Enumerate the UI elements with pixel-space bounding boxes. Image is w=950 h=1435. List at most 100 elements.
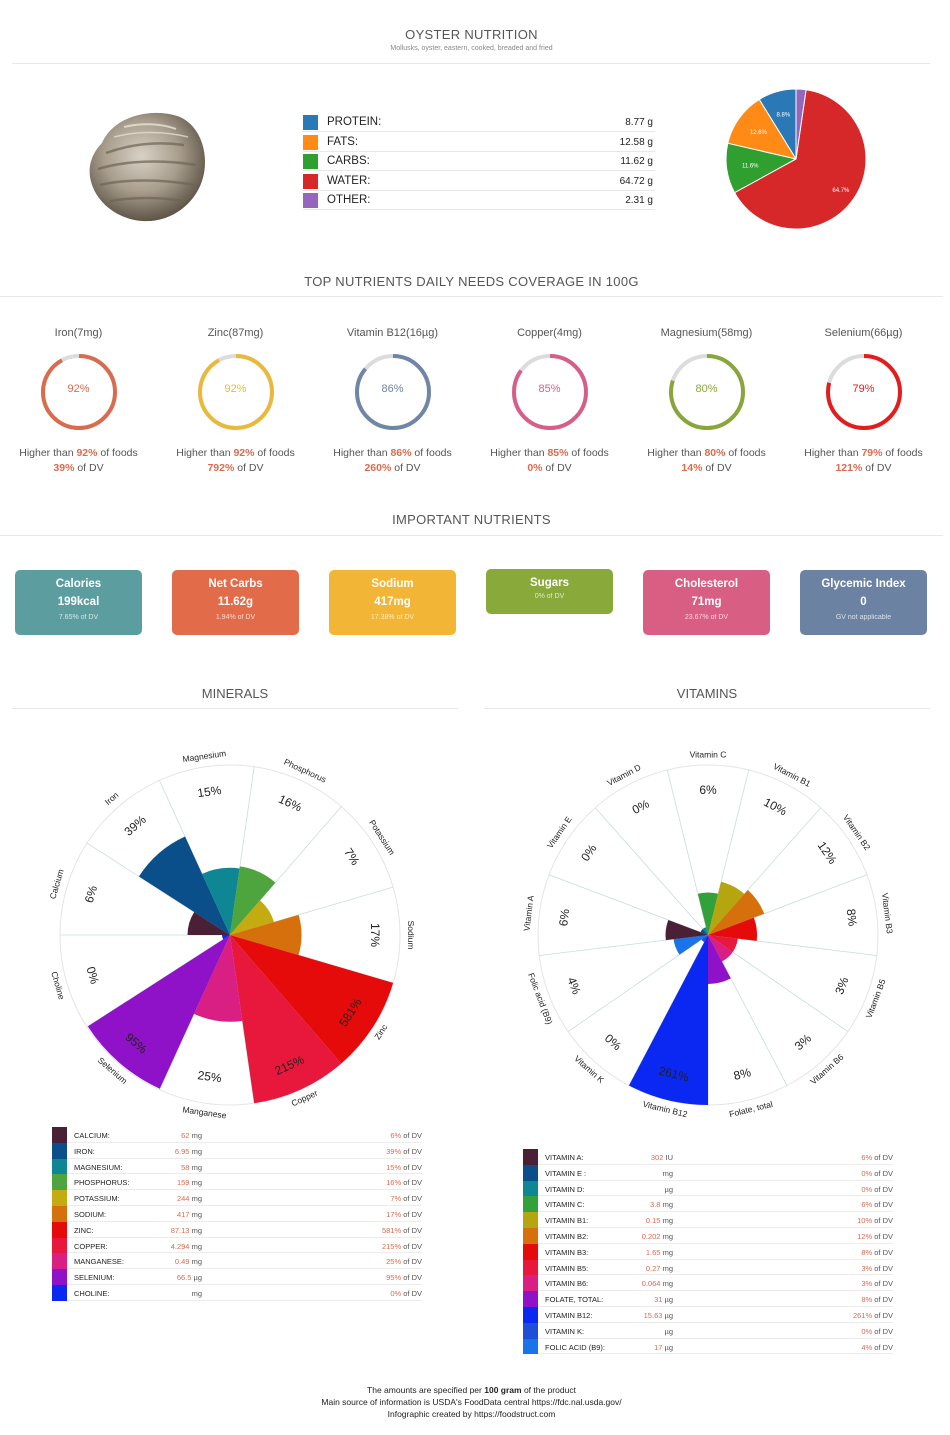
dv-value: 16% [386, 1178, 402, 1188]
higher-than-suffix: of foods [254, 447, 295, 459]
polar-category-label: Sodium [406, 921, 416, 950]
row-amount: 31 µg [654, 1295, 673, 1304]
ring-gauge [511, 354, 588, 430]
polar-slice-copper [230, 935, 342, 1104]
row-dv: 17% of DV [386, 1210, 422, 1219]
row-amount: 62 mg [181, 1131, 202, 1140]
polar-percent-label: 25% [197, 1068, 223, 1085]
amount-value: 17 [654, 1342, 663, 1352]
nutrient-card: Cholesterol 71mg 23.67% of DV [643, 570, 770, 635]
row-swatch [52, 1158, 67, 1175]
row-dv: 8% of DV [861, 1248, 893, 1257]
macro-row: OTHER: 2.31 g [303, 193, 655, 210]
pie-slice-water [733, 89, 867, 230]
dv-suffix: of DV [391, 462, 421, 474]
dv-suffix: of DV [872, 1232, 893, 1241]
top-nutrient-ring: 79% [824, 352, 904, 432]
amount-unit: mg [660, 1200, 673, 1210]
amount-unit: mg [189, 1162, 202, 1172]
row-amount: mg [663, 1169, 673, 1178]
row-dv: 0% of DV [390, 1289, 422, 1298]
nutrient-card: Glycemic Index 0 GV not applicable [800, 570, 927, 635]
top-nutrient-ring: 92% [39, 352, 119, 432]
dv-suffix: of DV [702, 462, 732, 474]
top-nutrient: Zinc(87mg) 92% Higher than 92% of foods 792… [157, 327, 314, 474]
dv-line: 792% of DV [157, 462, 314, 474]
row-dv: 7% of DV [390, 1194, 422, 1203]
dv-suffix: of DV [401, 1178, 422, 1188]
polar-percent-label: 15% [196, 783, 222, 800]
macro-label: FATS: [327, 135, 359, 148]
polar-percent-label: 8% [844, 908, 860, 927]
row-dv: 25% of DV [386, 1257, 422, 1266]
amount-value: 87.13 [170, 1225, 190, 1235]
polar-slice-folate-total [708, 935, 731, 985]
amount-unit: µg [662, 1342, 674, 1352]
row-label: VITAMIN C: [545, 1200, 585, 1210]
row-amount: 0.202 mg [642, 1232, 673, 1241]
dv-value: 0% [861, 1184, 873, 1194]
dv-value: 4% [861, 1342, 873, 1352]
dv-percent: 260% [364, 462, 392, 474]
row-label: POTASSIUM: [74, 1194, 120, 1204]
dv-value: 6% [861, 1200, 873, 1210]
page-subtitle: Mollusks, oyster, eastern, cooked, bread… [390, 45, 553, 52]
dv-suffix: of DV [862, 462, 892, 474]
dv-value: 7% [390, 1194, 402, 1204]
table-row: FOLIC ACID (B9): 17 µg 4% of DV [523, 1338, 893, 1355]
polar-slice-iron [138, 836, 230, 935]
minerals-divider [12, 708, 458, 709]
higher-than-percent: 80% [704, 447, 726, 459]
table-row: VITAMIN B12: 15.63 µg 261% of DV [523, 1307, 893, 1323]
row-dv: 6% of DV [861, 1200, 893, 1209]
dv-percent: 39% [53, 462, 75, 474]
table-row: SODIUM: 417 mg 17% of DV [52, 1206, 422, 1222]
dv-suffix: of DV [401, 1257, 422, 1267]
row-amount: 159 mg [177, 1178, 202, 1187]
pie-label: 8.8% [777, 113, 791, 119]
vitamins-title: VITAMINS [676, 686, 738, 701]
dv-value: 6% [861, 1153, 873, 1162]
dv-suffix: of DV [872, 1168, 893, 1178]
amount-value: 0.202 [641, 1232, 661, 1241]
dv-suffix: of DV [872, 1311, 893, 1320]
row-swatch [523, 1212, 538, 1228]
higher-than-prefix: Higher than [19, 447, 77, 459]
dv-line: 121% of DV [785, 462, 942, 474]
dv-suffix: of DV [401, 1289, 422, 1298]
row-label: IRON: [74, 1146, 95, 1156]
row-swatch [523, 1338, 538, 1355]
dv-suffix: of DV [401, 1273, 422, 1283]
row-amount: 6.95 mg [175, 1147, 202, 1156]
row-swatch [523, 1180, 538, 1197]
row-amount: 3.8 mg [650, 1200, 673, 1209]
row-amount: 17 µg [654, 1343, 673, 1352]
top-nutrient-ring: 80% [667, 352, 747, 432]
amount-value: 244 [176, 1194, 190, 1204]
dv-value: 39% [386, 1146, 402, 1156]
top-nutrient: Copper(4mg) 85% Higher than 85% of foods 0%… [471, 327, 628, 474]
higher-than-suffix: of foods [568, 447, 609, 459]
ring-gauge [354, 354, 431, 430]
macro-label: PROTEIN: [327, 116, 382, 128]
amount-value: 62 [181, 1131, 190, 1140]
higher-than-suffix: of foods [882, 447, 923, 459]
dv-value: 8% [861, 1247, 873, 1257]
dv-value: 6% [390, 1131, 402, 1140]
dv-line: 14% of DV [628, 462, 785, 474]
row-label: SELENIUM: [74, 1273, 115, 1283]
dv-value: 581% [381, 1225, 402, 1235]
ring-fill [668, 354, 745, 430]
amount-unit: mg [189, 1194, 202, 1204]
nutrient-card: Sugars 0% of DV [486, 569, 613, 614]
row-swatch [523, 1322, 538, 1339]
dv-percent: 121% [835, 462, 863, 474]
higher-than-percent: 92% [76, 447, 98, 459]
row-label: FOLIC ACID (B9): [545, 1342, 606, 1352]
row-label: VITAMIN E : [545, 1168, 587, 1178]
polar-slice-magnesium [202, 867, 240, 935]
polar-category-label: Iron [103, 790, 121, 807]
macro-row: PROTEIN: 8.77 g [303, 115, 655, 132]
ring-gauge [668, 354, 745, 430]
amount-value: 31 [654, 1295, 663, 1305]
